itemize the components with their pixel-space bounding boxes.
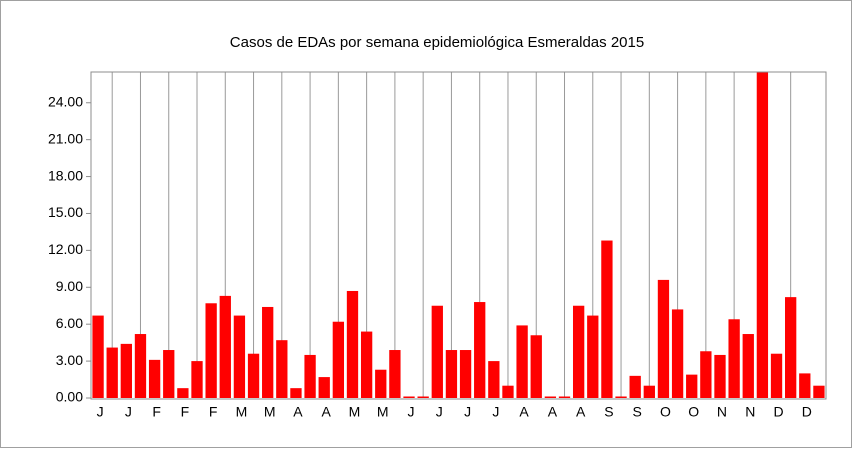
bar bbox=[205, 303, 217, 398]
bar bbox=[657, 279, 670, 398]
bar bbox=[276, 340, 288, 398]
x-tick-label: M bbox=[264, 404, 276, 420]
bar bbox=[304, 354, 316, 398]
x-tick-label: F bbox=[181, 404, 190, 420]
bar bbox=[558, 396, 571, 398]
x-tick-label: D bbox=[773, 404, 783, 420]
x-tick-label: J bbox=[464, 404, 471, 420]
x-tick-label: F bbox=[209, 404, 218, 420]
x-tick-label: A bbox=[519, 404, 529, 420]
y-tick-label: 18.00 bbox=[48, 167, 83, 183]
bar bbox=[163, 350, 175, 398]
x-tick-label: S bbox=[633, 404, 642, 420]
bar bbox=[120, 343, 132, 398]
y-tick-label: 21.00 bbox=[48, 130, 83, 146]
x-tick-label: J bbox=[436, 404, 443, 420]
bar bbox=[488, 361, 500, 398]
bar bbox=[799, 373, 811, 398]
bar bbox=[728, 319, 740, 398]
bar bbox=[643, 385, 655, 398]
x-tick-label: A bbox=[548, 404, 558, 420]
bar bbox=[742, 334, 754, 398]
bar bbox=[530, 335, 542, 398]
bar bbox=[671, 309, 684, 398]
bar bbox=[389, 350, 401, 398]
bar bbox=[134, 334, 147, 398]
x-tick-label: J bbox=[97, 404, 104, 420]
x-tick-label: M bbox=[236, 404, 248, 420]
bar bbox=[191, 361, 203, 398]
bar bbox=[629, 375, 641, 398]
bar bbox=[544, 396, 557, 398]
bar bbox=[431, 305, 443, 398]
bar bbox=[572, 305, 585, 398]
x-tick-label: N bbox=[745, 404, 755, 420]
chart-title: Casos de EDAs por semana epidemiológica … bbox=[230, 34, 644, 51]
bar bbox=[262, 306, 274, 398]
x-tick-label: A bbox=[576, 404, 586, 420]
bar bbox=[474, 302, 486, 398]
bar bbox=[403, 396, 415, 398]
plot-border bbox=[90, 71, 827, 400]
bar bbox=[332, 321, 345, 398]
x-tick-label: F bbox=[152, 404, 161, 420]
bar bbox=[770, 353, 783, 398]
bar bbox=[375, 369, 387, 398]
x-tick-label: N bbox=[717, 404, 727, 420]
x-tick-label: J bbox=[125, 404, 132, 420]
bar bbox=[445, 350, 458, 398]
bar bbox=[417, 396, 429, 398]
y-tick-label: 0.00 bbox=[56, 389, 83, 405]
bar bbox=[714, 354, 726, 398]
bar bbox=[615, 396, 627, 398]
x-tick-label: M bbox=[377, 404, 389, 420]
bar bbox=[813, 385, 825, 398]
x-tick-label: O bbox=[688, 404, 699, 420]
bar bbox=[459, 350, 472, 398]
bar bbox=[360, 331, 373, 398]
bar bbox=[106, 347, 118, 398]
x-tick-label: D bbox=[802, 404, 812, 420]
bar bbox=[700, 351, 712, 398]
bar bbox=[587, 315, 599, 398]
y-tick-label: 15.00 bbox=[48, 204, 83, 220]
bar bbox=[177, 388, 189, 398]
bar bbox=[346, 290, 359, 398]
bar bbox=[92, 315, 104, 398]
bar bbox=[601, 240, 613, 398]
bar bbox=[219, 295, 231, 398]
x-tick-label: M bbox=[349, 404, 361, 420]
y-tick-label: 3.00 bbox=[56, 352, 83, 368]
y-tick-label: 9.00 bbox=[56, 278, 83, 294]
x-tick-label: J bbox=[492, 404, 499, 420]
x-tick-label: S bbox=[604, 404, 613, 420]
bar bbox=[233, 315, 246, 398]
x-tick-label: J bbox=[408, 404, 415, 420]
bar bbox=[148, 359, 161, 398]
bar bbox=[247, 353, 260, 398]
x-tick-label: A bbox=[293, 404, 303, 420]
x-tick-label: O bbox=[660, 404, 671, 420]
bar bbox=[502, 385, 514, 398]
x-tick-label: A bbox=[322, 404, 332, 420]
bar bbox=[318, 377, 330, 398]
y-tick-label: 12.00 bbox=[48, 241, 83, 257]
bar bbox=[516, 325, 528, 398]
bar bbox=[785, 297, 797, 398]
bar bbox=[756, 72, 769, 398]
bar bbox=[290, 388, 302, 398]
y-tick-label: 24.00 bbox=[48, 93, 83, 109]
y-tick-label: 6.00 bbox=[56, 315, 83, 331]
bar bbox=[686, 374, 698, 398]
